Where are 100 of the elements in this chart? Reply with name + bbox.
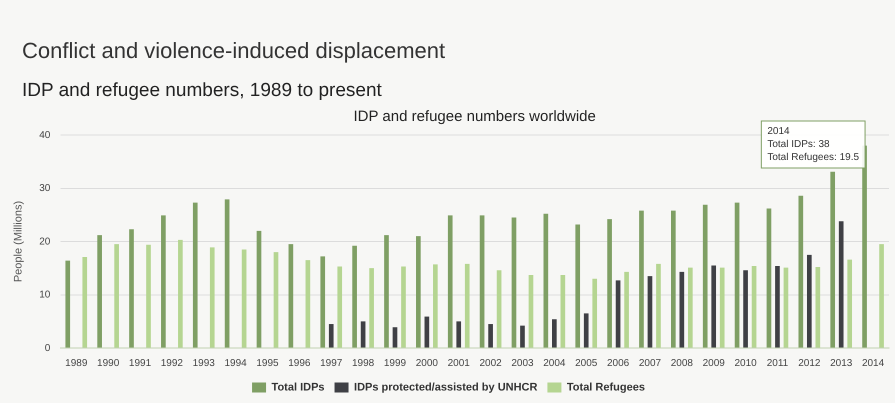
bar bbox=[520, 326, 525, 348]
x-tick-label: 2002 bbox=[479, 358, 502, 369]
bar bbox=[656, 264, 661, 348]
bar bbox=[766, 208, 772, 348]
bar bbox=[210, 247, 215, 348]
bar bbox=[734, 202, 740, 348]
bar bbox=[528, 275, 534, 348]
bar bbox=[161, 215, 166, 348]
bar bbox=[512, 218, 516, 348]
x-tick-label: 2014 bbox=[862, 358, 885, 369]
bar bbox=[624, 272, 629, 348]
bar bbox=[806, 254, 812, 348]
bar bbox=[242, 249, 246, 348]
x-tick-label: 2013 bbox=[830, 358, 853, 369]
y-tick-label: 40 bbox=[39, 130, 51, 141]
text: IDP and refugee numbers worldwide bbox=[353, 108, 596, 126]
bar bbox=[82, 256, 88, 348]
bar bbox=[775, 266, 780, 348]
chart-title: Conflict and violence-induced displacement bbox=[22, 38, 446, 64]
bar bbox=[679, 272, 684, 348]
bar bbox=[688, 268, 693, 348]
bar bbox=[720, 268, 725, 348]
bar bbox=[65, 260, 70, 348]
bar bbox=[648, 276, 652, 348]
bar bbox=[97, 235, 102, 348]
bar bbox=[369, 268, 374, 348]
y-tick-label: 20 bbox=[39, 236, 51, 248]
x-tick-label: 2003 bbox=[511, 358, 534, 369]
x-tick-label: 2001 bbox=[448, 358, 470, 369]
bar bbox=[114, 244, 119, 348]
bar bbox=[670, 210, 676, 348]
y-tick-label: 0 bbox=[44, 342, 51, 354]
bar bbox=[274, 252, 278, 348]
bar bbox=[607, 219, 612, 348]
bar bbox=[784, 268, 788, 348]
x-tick-label: 1995 bbox=[256, 358, 280, 369]
bar bbox=[711, 265, 716, 348]
bar bbox=[256, 230, 262, 348]
bar bbox=[616, 280, 620, 348]
x-tick-label: 1990 bbox=[97, 358, 120, 369]
x-tick-label: 2004 bbox=[543, 358, 566, 369]
x-tick-label: 1992 bbox=[160, 358, 184, 369]
bar bbox=[798, 196, 804, 348]
bar bbox=[815, 267, 820, 348]
bar bbox=[448, 215, 453, 348]
bar bbox=[306, 260, 310, 348]
x-tick-label: 1991 bbox=[128, 358, 152, 369]
bar bbox=[552, 319, 557, 348]
bar bbox=[384, 235, 389, 348]
bar bbox=[830, 172, 836, 348]
x-tick-label: 2007 bbox=[638, 358, 662, 369]
bar bbox=[488, 324, 493, 348]
x-tick-label: 1996 bbox=[288, 358, 311, 369]
x-tick-label: 1999 bbox=[384, 358, 407, 369]
x-tick-label: 2012 bbox=[798, 358, 821, 369]
bar bbox=[702, 204, 708, 348]
bar bbox=[480, 215, 484, 348]
y-tick-label: 10 bbox=[39, 290, 51, 300]
bar bbox=[192, 202, 198, 348]
bar bbox=[416, 236, 421, 348]
bar bbox=[496, 270, 502, 348]
bar bbox=[129, 229, 134, 348]
legend-label: Total Refugees bbox=[566, 382, 645, 394]
bar bbox=[146, 244, 151, 348]
bar bbox=[464, 264, 470, 348]
y-tick-label: 30 bbox=[39, 183, 51, 194]
bar bbox=[392, 327, 398, 348]
bar bbox=[320, 256, 326, 348]
bar bbox=[838, 221, 844, 348]
bar bbox=[224, 199, 230, 348]
bar bbox=[456, 321, 462, 348]
bar bbox=[433, 264, 438, 348]
legend-label: IDPs protected/assisted by UNHCR bbox=[354, 382, 538, 394]
bar bbox=[424, 316, 430, 348]
x-tick-label: 2009 bbox=[702, 358, 726, 369]
x-tick-label: 2011 bbox=[766, 358, 789, 369]
bar bbox=[178, 240, 183, 348]
bar bbox=[328, 324, 334, 348]
bar bbox=[575, 224, 580, 348]
x-tick-label: 2000 bbox=[416, 358, 438, 369]
bar bbox=[288, 244, 294, 348]
annotation: 2014 Total IDPs: 38 Total Refugees: 19.5 bbox=[767, 126, 860, 163]
bar bbox=[743, 270, 748, 348]
x-tick-label: 2010 bbox=[734, 358, 758, 369]
x-tick-label: 1989 bbox=[65, 358, 88, 369]
bar bbox=[592, 278, 598, 348]
x-tick-label: 1993 bbox=[192, 358, 216, 369]
bar bbox=[639, 210, 644, 348]
x-tick-label: 1997 bbox=[320, 358, 343, 369]
bar bbox=[401, 266, 406, 348]
bar bbox=[352, 246, 357, 348]
chart-subtitle: IDP and refugee numbers, 1989 to present bbox=[22, 80, 382, 102]
x-tick-label: 1998 bbox=[352, 358, 375, 369]
bar bbox=[879, 244, 884, 348]
bar bbox=[752, 266, 756, 348]
x-tick-label: 2006 bbox=[606, 358, 630, 369]
bar bbox=[360, 321, 366, 348]
bar bbox=[847, 260, 852, 348]
bar bbox=[584, 313, 589, 348]
bar bbox=[544, 214, 548, 348]
